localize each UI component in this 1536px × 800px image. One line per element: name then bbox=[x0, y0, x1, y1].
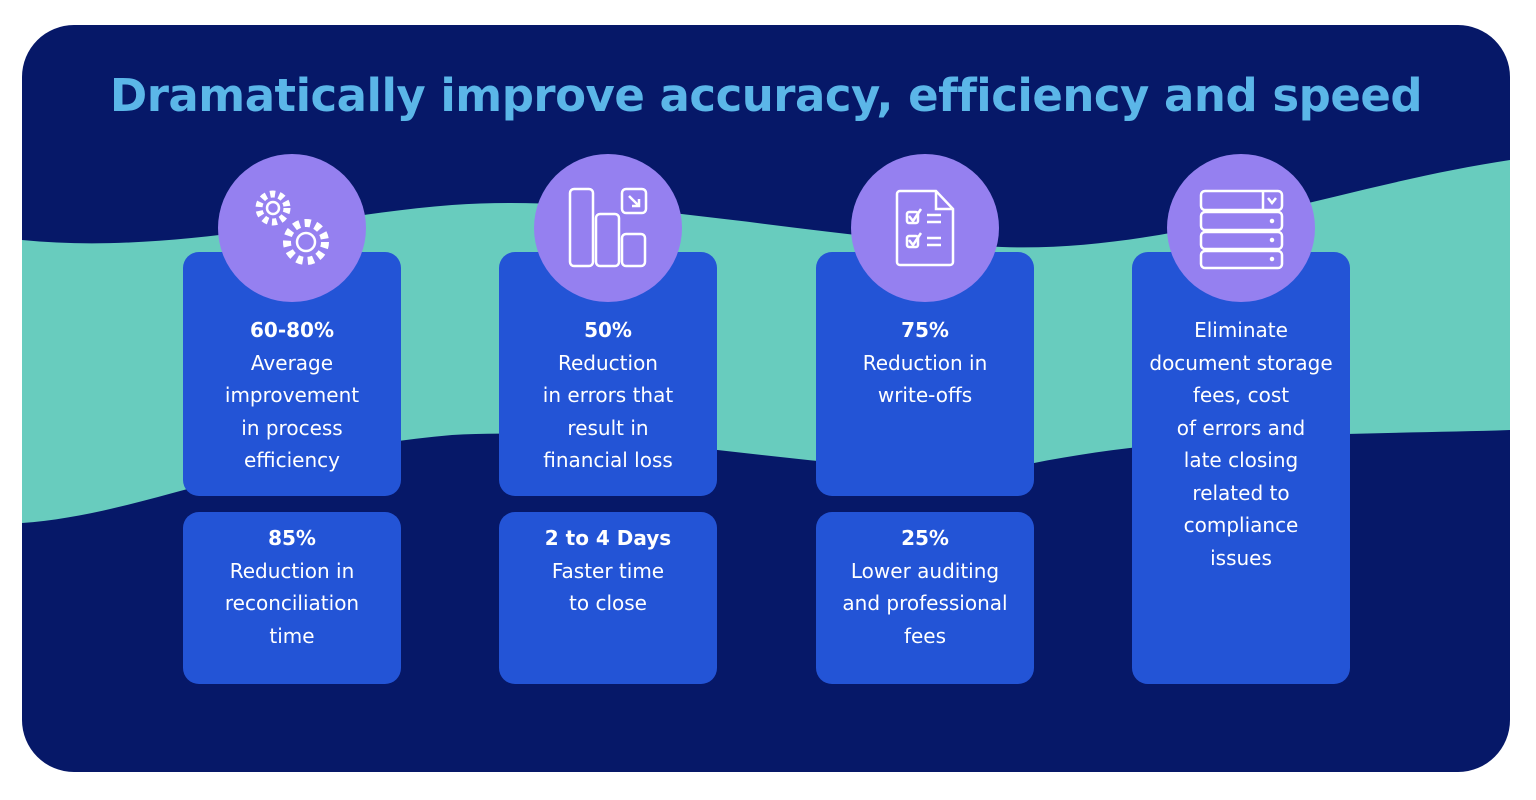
stat-text: of errors and bbox=[1176, 415, 1306, 440]
stat-value: 50% bbox=[584, 318, 632, 342]
stat-text: Faster time bbox=[551, 558, 665, 583]
stat-card: 25% Lower auditing and professional fees bbox=[816, 512, 1034, 684]
stat-card: 2 to 4 Days Faster time to close bbox=[499, 512, 717, 684]
stat-card: Eliminate document storage fees, cost of… bbox=[1132, 252, 1350, 684]
stat-text: late closing bbox=[1183, 448, 1299, 472]
stat-text: in process bbox=[241, 415, 343, 440]
stat-text: issues bbox=[1210, 545, 1272, 570]
stat-text: fees, cost bbox=[1192, 383, 1290, 407]
stat-text: fees bbox=[903, 623, 947, 648]
stat-value: 85% bbox=[268, 526, 316, 550]
stat-text: Average bbox=[250, 350, 334, 375]
stat-text: financial loss bbox=[543, 448, 673, 472]
page-title: Dramatically improve accuracy, efficienc… bbox=[109, 69, 1423, 122]
infographic-panel: Dramatically improve accuracy, efficienc… bbox=[22, 25, 1510, 772]
bar-chart-decrease-icon bbox=[534, 154, 682, 302]
stat-text: Lower auditing bbox=[850, 558, 1000, 583]
stat-text: to close bbox=[569, 591, 647, 615]
gears-icon bbox=[218, 154, 366, 302]
stat-text: efficiency bbox=[243, 448, 340, 472]
stat-text: time bbox=[269, 623, 315, 648]
stat-text: related to bbox=[1192, 480, 1290, 505]
checklist-document-icon bbox=[851, 154, 999, 302]
stat-value: 75% bbox=[901, 318, 949, 342]
stat-text: document storage bbox=[1149, 350, 1333, 375]
stat-text: Reduction in bbox=[862, 350, 988, 375]
stat-value: 25% bbox=[901, 526, 949, 550]
stat-card: 85% Reduction in reconciliation time bbox=[183, 512, 401, 684]
stat-text: and professional bbox=[842, 591, 1008, 615]
stat-value: 2 to 4 Days bbox=[544, 526, 672, 550]
stat-text: Reduction in bbox=[229, 558, 355, 583]
stat-text: result in bbox=[567, 415, 649, 440]
stat-value: 60-80% bbox=[249, 318, 334, 342]
stat-text: compliance bbox=[1183, 513, 1299, 537]
stat-card: 60-80% Average improvement in process ef… bbox=[183, 252, 401, 496]
stat-text: write-offs bbox=[877, 383, 973, 407]
stat-text: Eliminate bbox=[1194, 318, 1288, 342]
stat-text: Reduction bbox=[558, 350, 658, 375]
stat-text: improvement bbox=[224, 383, 360, 407]
server-storage-icon bbox=[1167, 154, 1315, 302]
stat-text: reconciliation bbox=[224, 591, 360, 615]
stat-text: in errors that bbox=[542, 383, 674, 407]
stat-card: 50% Reduction in errors that result in f… bbox=[499, 252, 717, 496]
